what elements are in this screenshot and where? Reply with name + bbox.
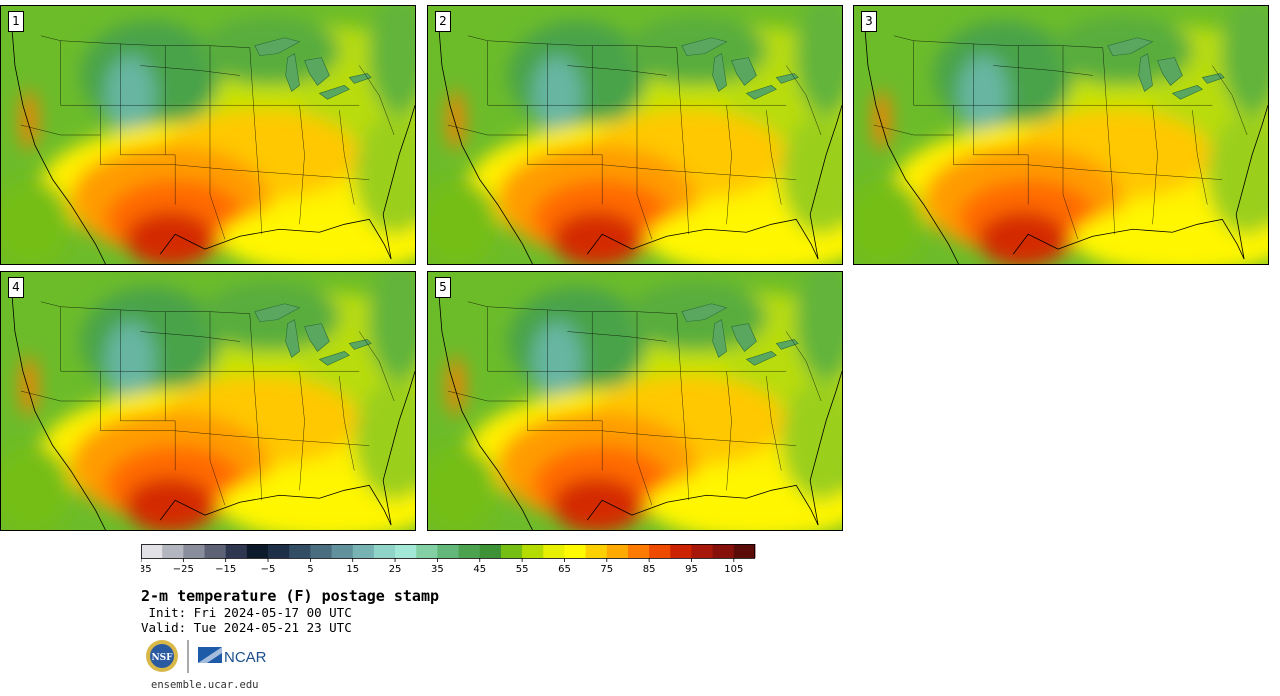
colorbar-segment xyxy=(564,544,587,558)
colorbar-segment xyxy=(204,544,227,558)
temperature-map-5 xyxy=(428,272,842,530)
panel-label-1: 1 xyxy=(8,11,24,32)
colorbar-tick-label: −15 xyxy=(215,564,236,575)
colorbar-segment xyxy=(352,544,375,558)
colorbar-segment xyxy=(691,544,714,558)
panel-label-5: 5 xyxy=(435,277,451,298)
valid-time: Valid: Tue 2024-05-21 23 UTC xyxy=(141,620,352,635)
temperature-map-2 xyxy=(428,6,842,264)
nsf-logo: NSF xyxy=(146,640,178,672)
colorbar-segment xyxy=(543,544,565,558)
colorbar-segment xyxy=(500,544,523,558)
colorbar-tick-label: 75 xyxy=(600,564,613,575)
colorbar-segment xyxy=(225,544,248,558)
colorbar-tick-label: 35 xyxy=(431,564,444,575)
colorbar-segment xyxy=(712,544,735,558)
colorbar-tick-label: 85 xyxy=(643,564,656,575)
colorbar-segment xyxy=(416,544,438,558)
site-link[interactable]: ensemble.ucar.edu xyxy=(151,679,259,691)
ncar-logo-text: NCAR xyxy=(224,649,267,666)
colorbar-border xyxy=(141,544,755,559)
colorbar-segment xyxy=(522,544,544,558)
colorbar-segment xyxy=(458,544,481,558)
colorbar-segment xyxy=(479,544,502,558)
colorbar-segment xyxy=(606,544,629,558)
colorbar-tick-label: 55 xyxy=(516,564,529,575)
colorbar-tick-label: −35 xyxy=(141,564,152,575)
colorbar-segment xyxy=(395,544,417,558)
colorbar-segment xyxy=(437,544,459,558)
colorbar-tick-label: 45 xyxy=(473,564,486,575)
panel-label-2: 2 xyxy=(435,11,451,32)
ncar-logo: NCAR xyxy=(198,647,267,666)
colorbar-segment xyxy=(331,544,354,558)
colorbar-tick-label: 95 xyxy=(685,564,698,575)
colorbar-tick-label: 105 xyxy=(724,564,743,575)
panel-label-3: 3 xyxy=(861,11,877,32)
colorbar-segment xyxy=(670,544,692,558)
map-panel-5[interactable]: 5 xyxy=(427,271,843,531)
map-panel-1[interactable]: 1 xyxy=(0,5,416,265)
colorbar-segment xyxy=(733,544,756,558)
colorbar-tick-label: 65 xyxy=(558,564,571,575)
colorbar-segment xyxy=(289,544,311,558)
colorbar-tick-label: 5 xyxy=(307,564,313,575)
colorbar-segment xyxy=(141,544,163,558)
temperature-map-3 xyxy=(854,6,1268,264)
temperature-colorbar: −35−25−15−55152535455565758595105115 xyxy=(141,544,756,575)
plot-title: 2-m temperature (F) postage stamp xyxy=(141,587,440,605)
colorbar-tick-label: −5 xyxy=(261,564,276,575)
colorbar-tick-label: 25 xyxy=(389,564,402,575)
map-panel-4[interactable]: 4 xyxy=(0,271,416,531)
colorbar-segment xyxy=(268,544,290,558)
sponsor-logos: NSF NCAR xyxy=(146,640,267,673)
colorbar-segment xyxy=(246,544,269,558)
colorbar-segment xyxy=(649,544,671,558)
panel-label-4: 4 xyxy=(8,277,24,298)
colorbar-tick-label: 15 xyxy=(346,564,359,575)
map-panel-2[interactable]: 2 xyxy=(427,5,843,265)
colorbar-segment xyxy=(627,544,650,558)
colorbar-segment xyxy=(183,544,205,558)
colorbar-segment xyxy=(373,544,396,558)
map-panel-3[interactable]: 3 xyxy=(853,5,1269,265)
temperature-map-1 xyxy=(1,6,415,264)
init-time: Init: Fri 2024-05-17 00 UTC xyxy=(141,605,352,620)
temperature-map-4 xyxy=(1,272,415,530)
nsf-logo-text: NSF xyxy=(151,653,173,663)
colorbar-segment xyxy=(162,544,184,558)
colorbar-tick-label: −25 xyxy=(173,564,194,575)
colorbar-segment xyxy=(310,544,332,558)
colorbar-segment xyxy=(585,544,608,558)
